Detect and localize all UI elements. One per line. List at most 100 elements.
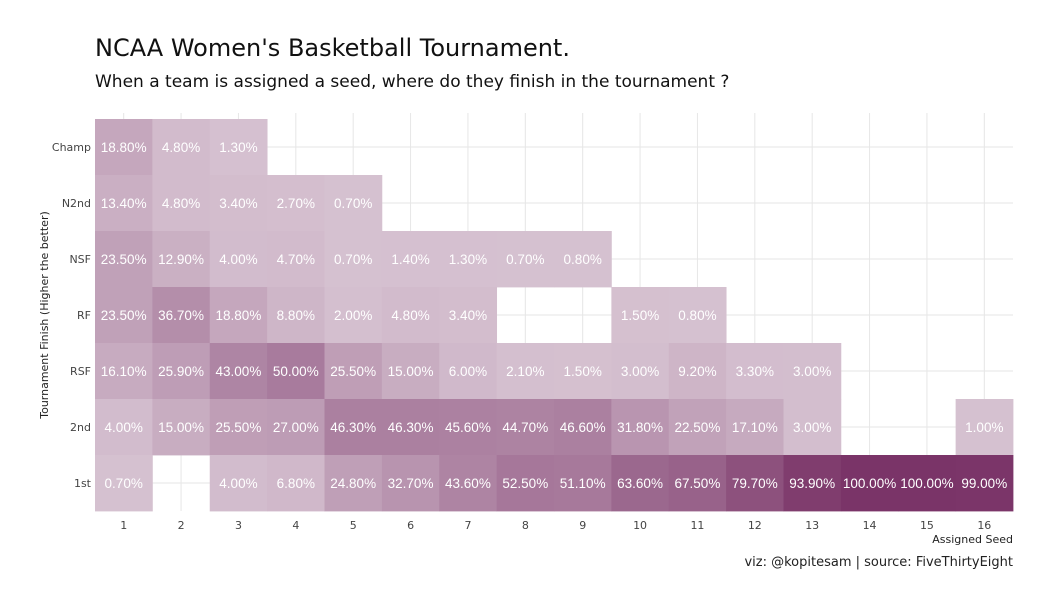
- heatmap-cell: [783, 343, 842, 400]
- heatmap-cell: [496, 399, 555, 456]
- cell-value-label: 3.00%: [793, 364, 831, 379]
- cell-value-label: 15.00%: [158, 420, 204, 435]
- cell-value-label: 6.80%: [277, 476, 315, 491]
- heatmap-cell: [324, 399, 383, 456]
- cell-value-label: 79.70%: [732, 476, 778, 491]
- heatmap-cell: [554, 231, 612, 288]
- cell-value-label: 3.00%: [793, 420, 831, 435]
- y-tick-label: N2nd: [62, 197, 91, 210]
- cell-value-label: 0.70%: [105, 476, 143, 491]
- cell-value-label: 0.70%: [506, 252, 544, 267]
- cell-value-label: 13.40%: [101, 196, 147, 211]
- heatmap-cell: [554, 343, 612, 400]
- x-tick-label: 10: [633, 519, 647, 532]
- cell-value-label: 46.30%: [330, 420, 376, 435]
- y-tick-label: 2nd: [70, 421, 91, 434]
- heatmap-cell: [381, 231, 440, 288]
- cell-value-label: 18.80%: [101, 140, 147, 155]
- heatmap-cell: [267, 175, 325, 232]
- cell-value-label: 2.00%: [334, 308, 372, 323]
- heatmap-cell: [209, 231, 268, 288]
- cell-value-label: 3.30%: [736, 364, 774, 379]
- chart-caption: viz: @kopitesam | source: FiveThirtyEigh…: [744, 555, 1013, 570]
- heatmap-cell: [611, 287, 670, 344]
- cell-value-label: 1.00%: [965, 420, 1003, 435]
- heatmap-cell: [439, 455, 498, 512]
- heatmap-cell: [267, 343, 325, 400]
- cell-value-label: 25.90%: [158, 364, 204, 379]
- x-tick-label: 14: [863, 519, 877, 532]
- heatmap-cell: [381, 399, 440, 456]
- cell-value-label: 93.90%: [789, 476, 835, 491]
- y-tick-label: NSF: [69, 253, 91, 266]
- cell-value-label: 22.50%: [675, 420, 721, 435]
- cell-value-label: 8.80%: [277, 308, 315, 323]
- cell-value-label: 23.50%: [101, 252, 147, 267]
- cell-value-label: 1.30%: [219, 140, 257, 155]
- heatmap-cell: [209, 399, 268, 456]
- heatmap-cell: [152, 287, 211, 344]
- cell-value-label: 67.50%: [675, 476, 721, 491]
- heatmap-cell: [324, 231, 383, 288]
- heatmap-cell: [611, 343, 670, 400]
- cell-value-label: 4.00%: [219, 252, 257, 267]
- chart-subtitle: When a team is assigned a seed, where do…: [95, 72, 730, 92]
- cell-value-label: 1.50%: [621, 308, 659, 323]
- x-tick-label: 16: [977, 519, 991, 532]
- cell-value-label: 27.00%: [273, 420, 319, 435]
- heatmap-cell: [668, 399, 727, 456]
- x-tick-label: 13: [805, 519, 819, 532]
- heatmap-cell: [152, 119, 211, 176]
- cell-value-label: 43.60%: [445, 476, 491, 491]
- cell-value-label: 4.80%: [162, 196, 200, 211]
- cell-value-label: 100.00%: [843, 476, 896, 491]
- cell-labels: 18.80% 4.80% 1.30% 13.40% 4.80% 3.40% 2.70% 0.7…: [101, 140, 1007, 491]
- heatmap-cell: [95, 399, 153, 456]
- heatmap-cell: [152, 399, 211, 456]
- cell-value-label: 32.70%: [388, 476, 434, 491]
- heatmap-cell: [554, 399, 612, 456]
- cell-value-label: 4.80%: [391, 308, 429, 323]
- heatmap-cell: [439, 399, 498, 456]
- cell-value-label: 3.40%: [449, 308, 487, 323]
- cell-value-label: 46.60%: [560, 420, 606, 435]
- heatmap-cell: [726, 455, 784, 512]
- heatmap-cell: [840, 455, 899, 512]
- x-axis-label: Assigned Seed: [932, 533, 1013, 546]
- heatmap-cell: [209, 343, 268, 400]
- heatmap-cell: [381, 455, 440, 512]
- heatmap-cell: [324, 175, 383, 232]
- heatmap-cell: [726, 399, 784, 456]
- cell-value-label: 23.50%: [101, 308, 147, 323]
- cell-value-label: 15.00%: [388, 364, 434, 379]
- cell-value-label: 24.80%: [330, 476, 376, 491]
- x-tick-label: 3: [235, 519, 242, 532]
- heatmap-cell: [955, 455, 1014, 512]
- x-tick-label: 4: [292, 519, 299, 532]
- cell-value-label: 52.50%: [502, 476, 548, 491]
- heatmap-cell: [267, 399, 325, 456]
- y-tick-label: RF: [77, 309, 91, 322]
- heatmap-cell: [152, 175, 211, 232]
- cell-value-label: 2.10%: [506, 364, 544, 379]
- x-axis-ticks: 1 2 3 4 5 6 7 8 9 10 11 12 13 14 15 16: [120, 519, 991, 532]
- heatmap-cell: [496, 231, 555, 288]
- y-tick-label: RSF: [70, 365, 91, 378]
- x-tick-label: 1: [120, 519, 127, 532]
- cell-value-label: 0.70%: [334, 196, 372, 211]
- heatmap-cell: [955, 399, 1014, 456]
- heatmap-cell: [381, 343, 440, 400]
- heatmap-cell: [324, 287, 383, 344]
- heatmap-cell: [783, 455, 842, 512]
- heatmap-cell: [95, 343, 153, 400]
- heatmap-cell: [209, 287, 268, 344]
- cell-value-label: 3.40%: [219, 196, 257, 211]
- cell-value-label: 16.10%: [101, 364, 147, 379]
- heatmap-cell: [439, 343, 498, 400]
- heatmap-cell: [324, 343, 383, 400]
- cell-value-label: 1.40%: [391, 252, 429, 267]
- cell-value-label: 9.20%: [678, 364, 716, 379]
- cell-value-label: 1.50%: [564, 364, 602, 379]
- cell-value-label: 45.60%: [445, 420, 491, 435]
